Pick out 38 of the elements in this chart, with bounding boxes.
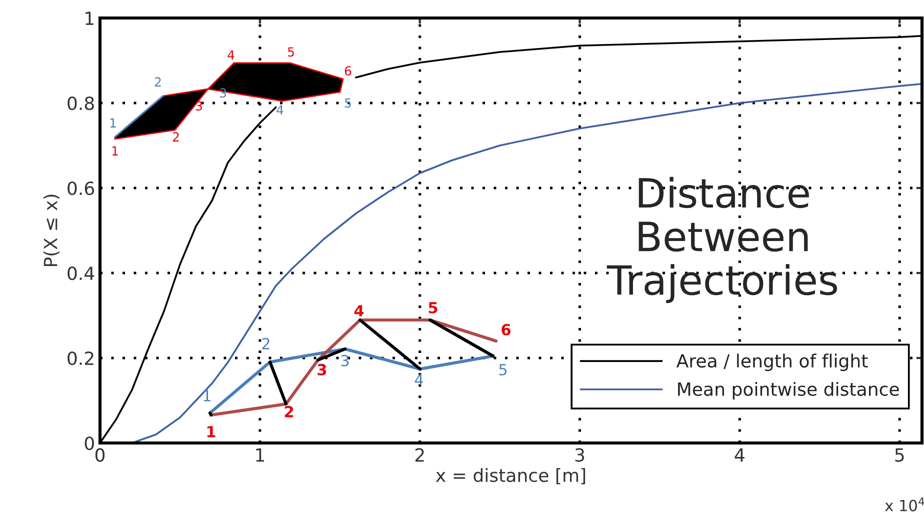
annotation: 2 [262, 338, 270, 350]
annotation: 3 [318, 364, 326, 376]
x-tick-label: 1 [256, 448, 264, 462]
x-tick-label: 5 [895, 448, 904, 462]
annotation: 4 [276, 105, 284, 114]
x-tick-label: 2 [415, 448, 424, 462]
legend-label: Mean pointwise distance [678, 382, 899, 400]
annotation: 2 [284, 406, 293, 418]
annotation: 5 [428, 302, 438, 314]
x-tick-label: 3 [575, 448, 584, 462]
annotation: 5 [499, 364, 507, 376]
annotation: 3 [341, 354, 349, 366]
annotation: 6 [502, 324, 510, 336]
annotation: 4 [354, 305, 364, 316]
text: Distance Between Trajectories [606, 176, 838, 304]
annotation: 1 [110, 118, 116, 128]
legend-label: Area / length of flight [676, 354, 868, 372]
x-tick-label: 4 [734, 448, 744, 462]
y-tick-label: 0.6 [68, 181, 94, 196]
annotation: 4 [228, 50, 234, 60]
y-tick-label: 1 [86, 12, 94, 25]
y-tick-label: 0.8 [68, 96, 94, 110]
annotation: 1 [204, 390, 210, 402]
annotation: 1 [112, 146, 118, 156]
y-tick-label: 0.2 [68, 351, 94, 366]
y-tick-label: 0.4 [68, 266, 94, 280]
annotation: 1 [207, 426, 216, 438]
x-tick-label: 0 [95, 448, 105, 462]
text: x 10$^{4}$ [885, 497, 924, 512]
y-axis-title: P(X ≤ x) [43, 194, 60, 266]
annotation: 5 [344, 98, 351, 108]
x-axis-title: x = distance [m] [436, 468, 586, 484]
annotation: 4 [414, 374, 424, 386]
annotation: 6 [344, 66, 352, 76]
annotation: 2 [154, 77, 161, 86]
annotation: 2 [172, 132, 179, 142]
y-tick-label: 0 [84, 436, 94, 450]
annotation: 5 [288, 47, 294, 57]
